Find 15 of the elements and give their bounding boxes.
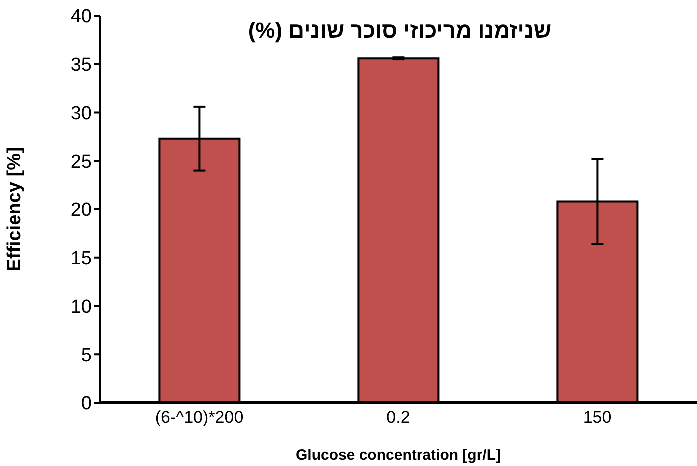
- y-tick-label: 0: [81, 394, 92, 415]
- y-axis-title: Efficiency [%]: [4, 147, 26, 272]
- x-tick-label: 150: [583, 408, 612, 428]
- y-tick-label: 20: [70, 200, 92, 222]
- chart-title: שניזמנו מריכוזי סוכר שונים (%): [247, 18, 553, 44]
- x-tick-label: (6-^10)*200: [155, 408, 244, 428]
- y-tick-label: 15: [70, 248, 92, 270]
- x-tick-label: 0.2: [386, 408, 410, 428]
- y-tick-label: 35: [70, 55, 92, 76]
- x-axis-title: Glucose concentration [gr/L]: [296, 447, 502, 464]
- y-tick-label: 5: [81, 345, 92, 366]
- y-tick-label: 40: [70, 6, 92, 28]
- y-tick-label: 10: [70, 296, 92, 318]
- y-tick-label: 30: [70, 103, 92, 124]
- y-tick-label: 25: [70, 152, 92, 173]
